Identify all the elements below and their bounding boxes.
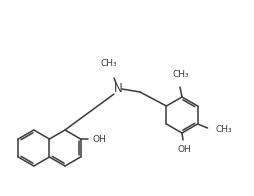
Text: OH: OH bbox=[177, 145, 190, 154]
Text: CH₃: CH₃ bbox=[100, 58, 117, 67]
Text: OH: OH bbox=[92, 135, 106, 144]
Text: N: N bbox=[113, 82, 122, 94]
Text: CH₃: CH₃ bbox=[215, 124, 231, 133]
Text: CH₃: CH₃ bbox=[172, 70, 188, 79]
